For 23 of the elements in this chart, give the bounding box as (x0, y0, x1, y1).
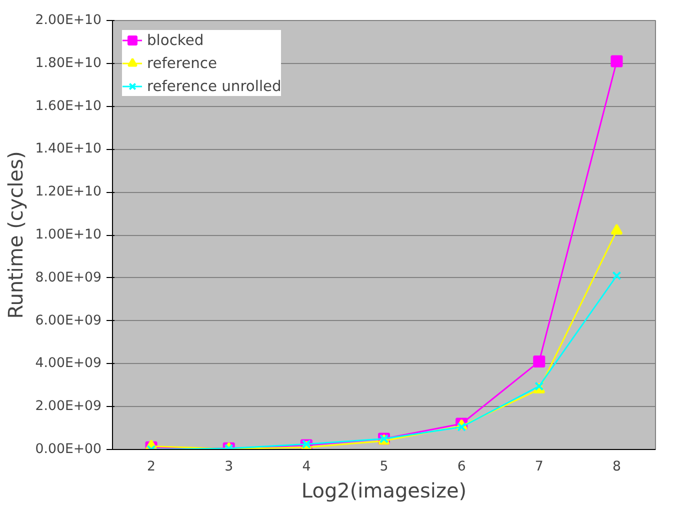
y-tick-label: 6.00E+09 (35, 313, 102, 328)
x-axis-title: Log2(imagesize) (301, 478, 467, 502)
y-tick-label: 1.40E+10 (35, 142, 102, 157)
y-tick-label: 2.00E+10 (35, 13, 102, 28)
legend-label: blocked (147, 32, 204, 48)
x-tick-label: 8 (612, 460, 621, 474)
y-tick-label: 1.80E+10 (35, 56, 102, 71)
y-tick-label: 8.00E+09 (35, 270, 102, 286)
y-tick-label: 1.60E+10 (35, 98, 102, 114)
x-tick-label: 7 (534, 460, 544, 474)
legend-label: reference unrolled (147, 78, 282, 94)
y-tick-label: 2.00E+09 (35, 399, 102, 414)
y-tick-label: 4.00E+09 (35, 356, 102, 372)
y-tick-label: 1.00E+10 (35, 228, 102, 242)
y-tick-label: 1.20E+10 (35, 184, 102, 200)
x-tick-label: 3 (224, 460, 234, 474)
y-axis-title: Runtime (cycles) (3, 151, 28, 319)
x-tick-label: 5 (380, 460, 388, 474)
x-tick-label: 2 (147, 460, 156, 474)
x-tick-label: 6 (457, 460, 466, 474)
x-tick-label: 4 (302, 460, 311, 474)
legend-label: reference (147, 54, 217, 72)
y-tick-label: 0.00E+00 (35, 442, 102, 457)
